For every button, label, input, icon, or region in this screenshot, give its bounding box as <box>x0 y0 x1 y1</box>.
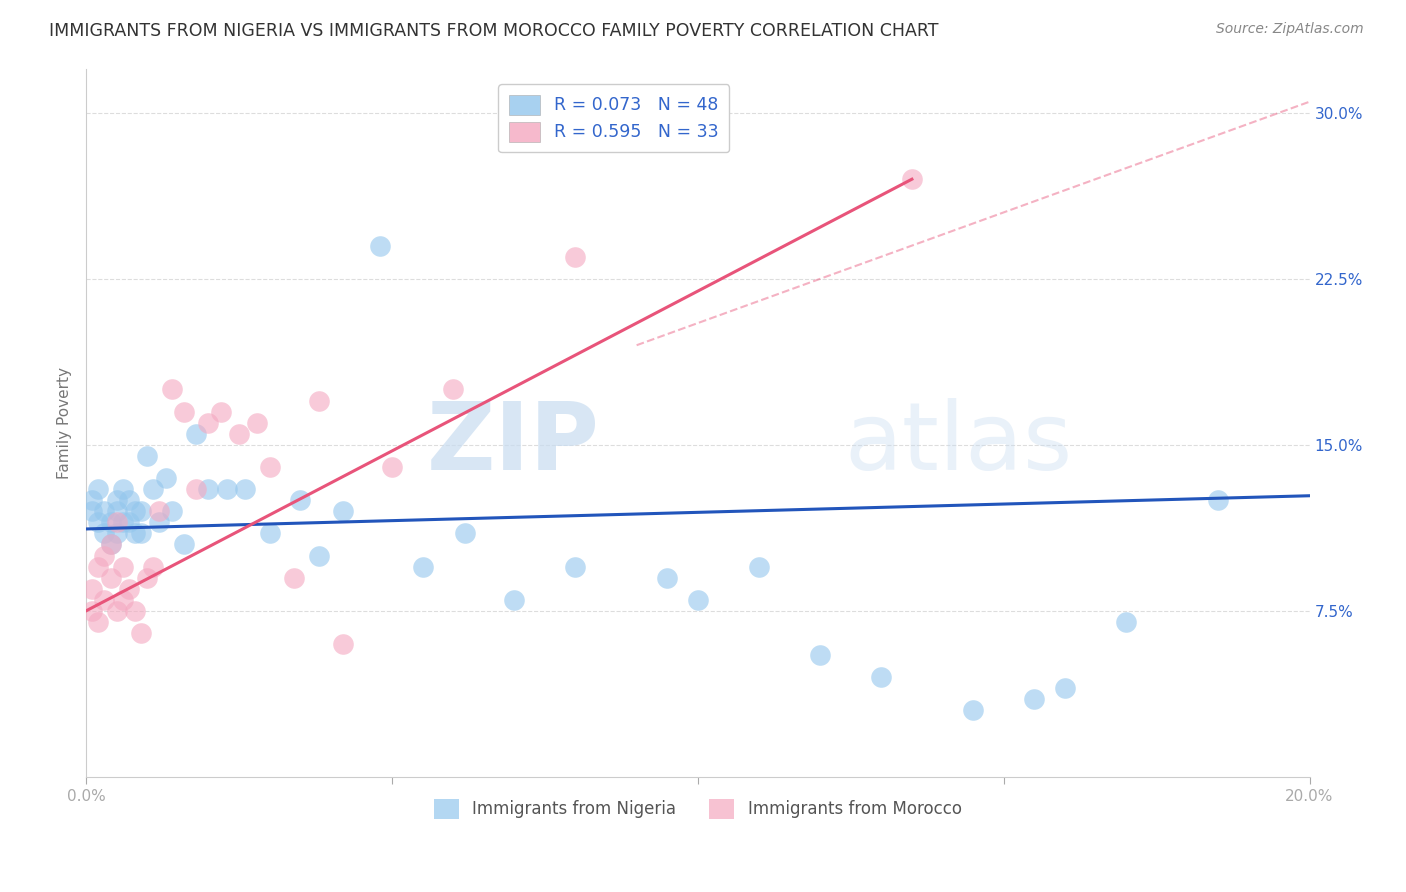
Point <box>962 703 984 717</box>
Point <box>100 516 122 530</box>
Point <box>100 537 122 551</box>
Point <box>332 504 354 518</box>
Point <box>100 571 122 585</box>
Text: ZIP: ZIP <box>427 398 600 490</box>
Point <box>93 592 115 607</box>
Point <box>82 582 104 596</box>
Point <box>870 670 893 684</box>
Point <box>118 493 141 508</box>
Point <box>129 504 152 518</box>
Point <box>142 559 165 574</box>
Point <box>215 482 238 496</box>
Point <box>173 537 195 551</box>
Point <box>100 537 122 551</box>
Point <box>186 482 208 496</box>
Point <box>93 549 115 563</box>
Point <box>93 504 115 518</box>
Point <box>308 393 330 408</box>
Point <box>686 592 709 607</box>
Point <box>82 504 104 518</box>
Point <box>105 526 128 541</box>
Point <box>173 404 195 418</box>
Point <box>118 582 141 596</box>
Point <box>87 615 110 629</box>
Point <box>111 516 134 530</box>
Point <box>124 526 146 541</box>
Point <box>808 648 831 662</box>
Point <box>246 416 269 430</box>
Point <box>1024 692 1046 706</box>
Point <box>308 549 330 563</box>
Point <box>82 493 104 508</box>
Point <box>93 526 115 541</box>
Point <box>197 482 219 496</box>
Point <box>657 571 679 585</box>
Point <box>105 493 128 508</box>
Point <box>259 526 281 541</box>
Point <box>368 238 391 252</box>
Point <box>901 172 924 186</box>
Point <box>105 516 128 530</box>
Point <box>283 571 305 585</box>
Point <box>105 504 128 518</box>
Point <box>412 559 434 574</box>
Point <box>381 460 404 475</box>
Point <box>259 460 281 475</box>
Point <box>118 516 141 530</box>
Point <box>129 526 152 541</box>
Point <box>136 449 159 463</box>
Text: atlas: atlas <box>845 398 1073 490</box>
Point <box>87 516 110 530</box>
Text: IMMIGRANTS FROM NIGERIA VS IMMIGRANTS FROM MOROCCO FAMILY POVERTY CORRELATION CH: IMMIGRANTS FROM NIGERIA VS IMMIGRANTS FR… <box>49 22 939 40</box>
Point <box>233 482 256 496</box>
Point <box>454 526 477 541</box>
Point <box>129 626 152 640</box>
Point <box>228 426 250 441</box>
Point <box>1115 615 1137 629</box>
Point <box>503 592 526 607</box>
Point <box>186 426 208 441</box>
Point <box>87 482 110 496</box>
Point <box>288 493 311 508</box>
Point <box>160 383 183 397</box>
Point <box>87 559 110 574</box>
Point <box>82 604 104 618</box>
Text: Source: ZipAtlas.com: Source: ZipAtlas.com <box>1216 22 1364 37</box>
Point <box>1206 493 1229 508</box>
Point <box>148 516 170 530</box>
Point <box>136 571 159 585</box>
Point <box>748 559 770 574</box>
Point <box>142 482 165 496</box>
Y-axis label: Family Poverty: Family Poverty <box>58 367 72 479</box>
Point <box>160 504 183 518</box>
Point <box>441 383 464 397</box>
Point <box>148 504 170 518</box>
Point <box>332 637 354 651</box>
Point <box>209 404 232 418</box>
Point <box>111 482 134 496</box>
Point <box>564 559 586 574</box>
Legend: Immigrants from Nigeria, Immigrants from Morocco: Immigrants from Nigeria, Immigrants from… <box>427 793 969 825</box>
Point <box>124 504 146 518</box>
Point <box>111 592 134 607</box>
Point <box>105 604 128 618</box>
Point <box>124 604 146 618</box>
Point <box>155 471 177 485</box>
Point <box>111 559 134 574</box>
Point <box>564 250 586 264</box>
Point <box>1053 681 1076 696</box>
Point <box>197 416 219 430</box>
